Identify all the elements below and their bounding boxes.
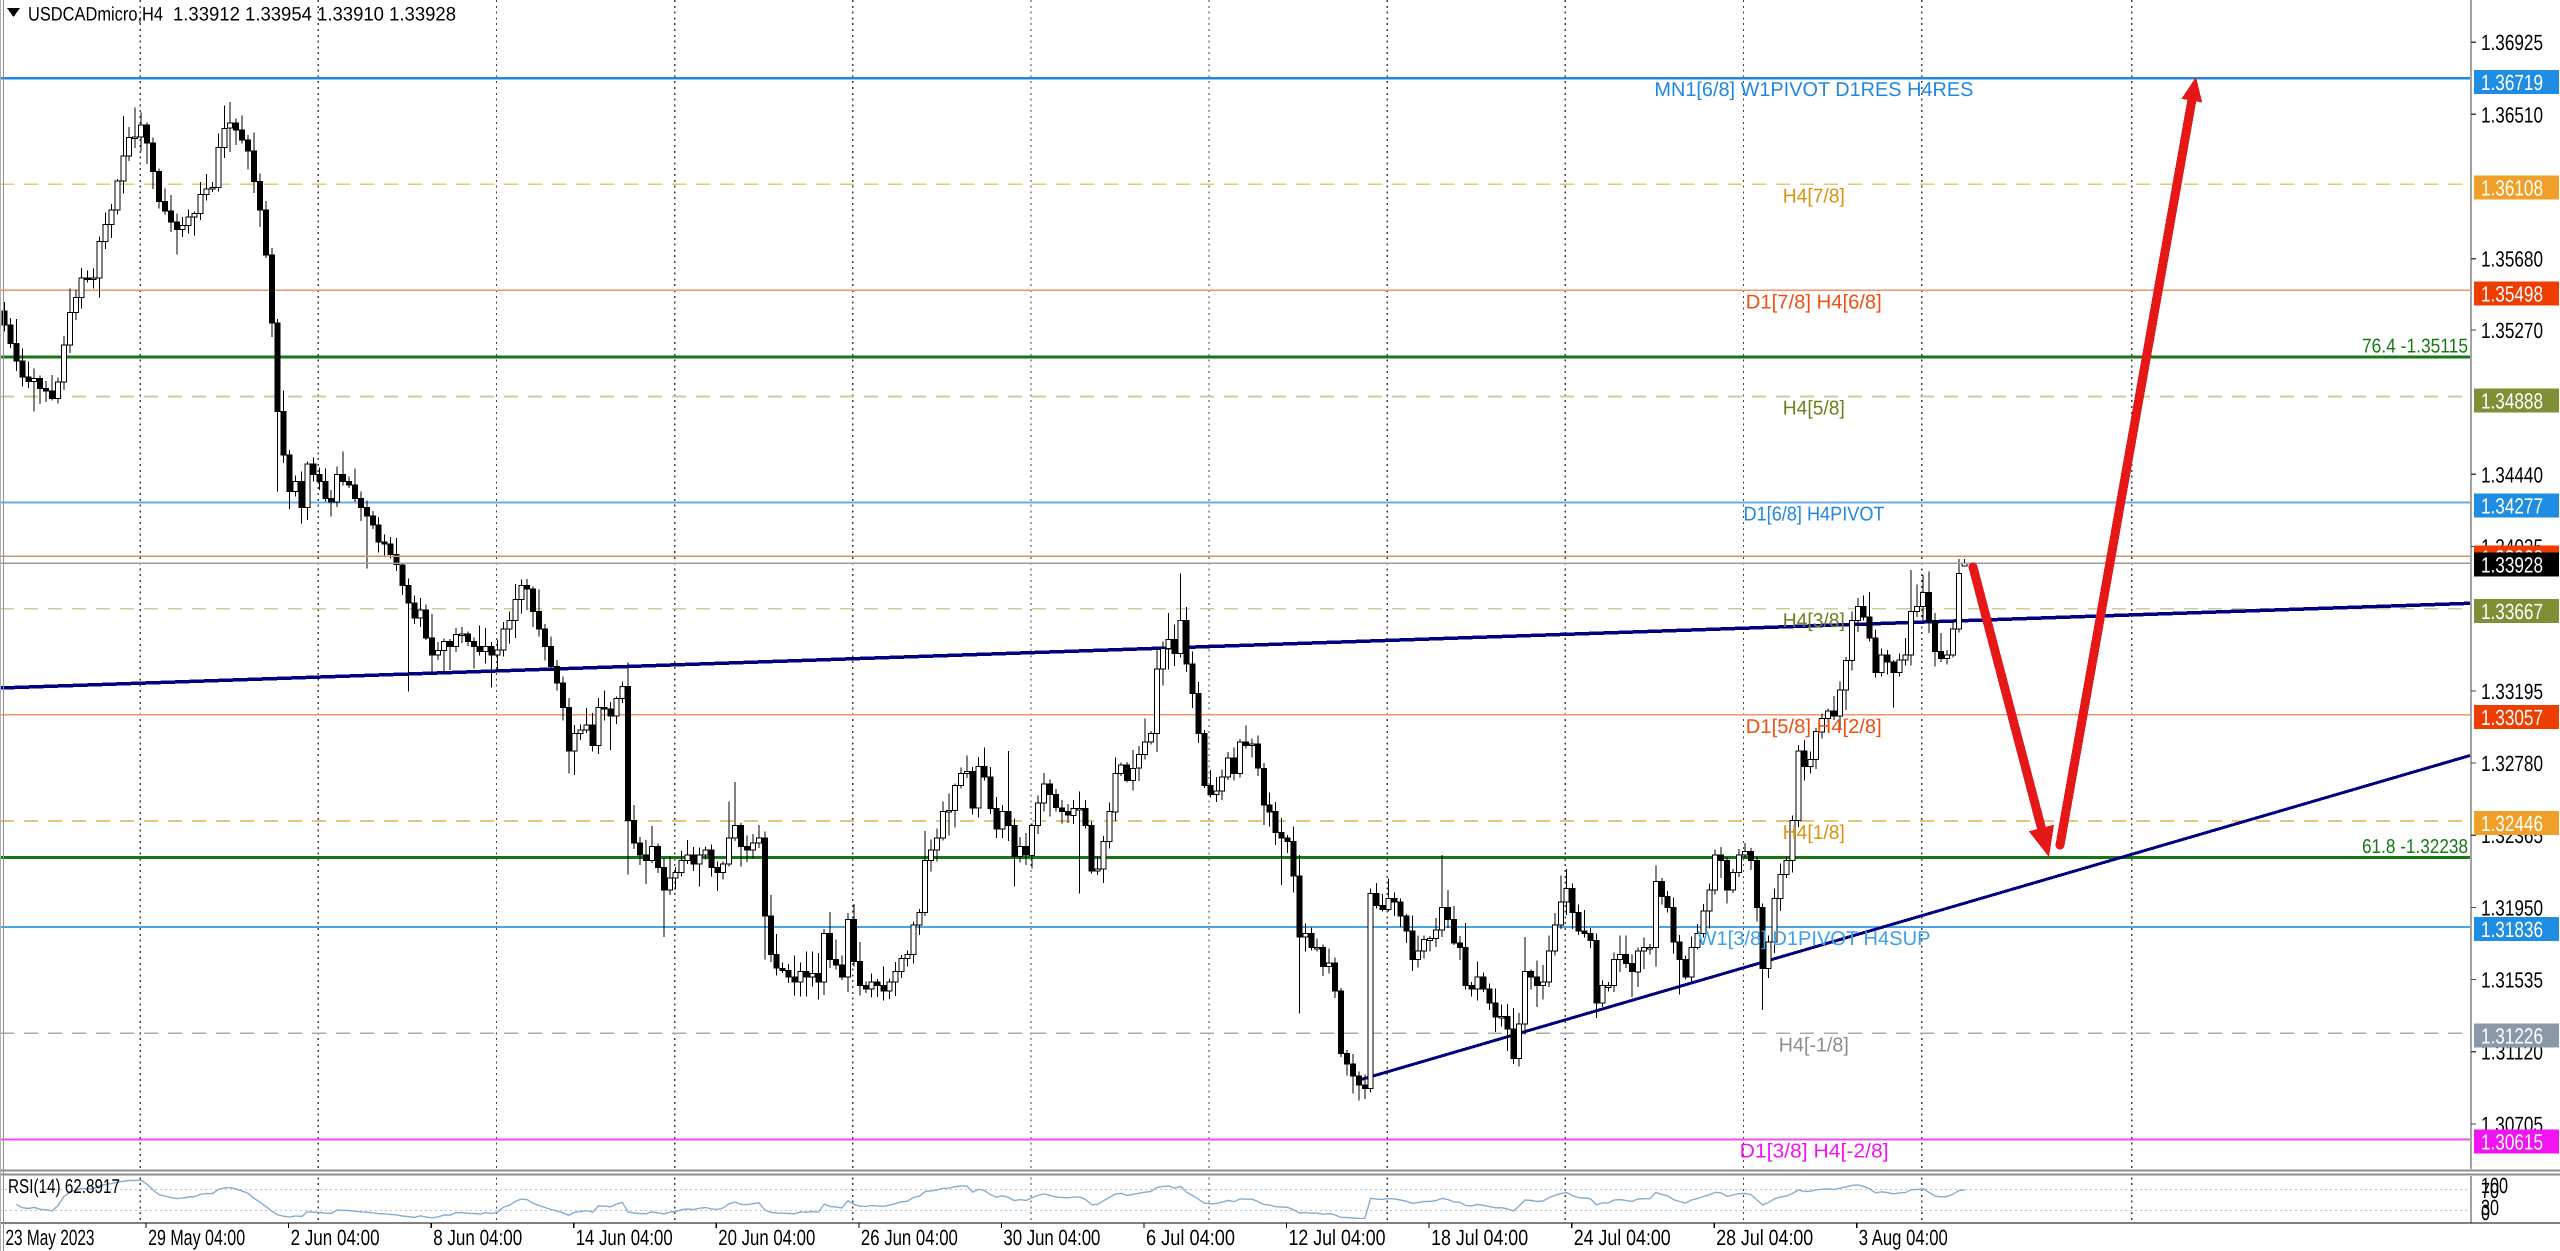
svg-text:1.31950: 1.31950 bbox=[2481, 895, 2543, 920]
svg-text:1.33928: 1.33928 bbox=[2481, 552, 2543, 577]
svg-text:18 Jul 04:00: 18 Jul 04:00 bbox=[1431, 1225, 1528, 1250]
svg-text:USDCADmicro,H4: USDCADmicro,H4 bbox=[28, 4, 163, 26]
svg-text:20 Jun 04:00: 20 Jun 04:00 bbox=[718, 1225, 815, 1250]
svg-text:1.35498: 1.35498 bbox=[2481, 281, 2543, 306]
svg-text:1.31226: 1.31226 bbox=[2481, 1023, 2543, 1048]
svg-text:RSI(14) 62.8917: RSI(14) 62.8917 bbox=[8, 1176, 120, 1198]
svg-text:H4[7/8]: H4[7/8] bbox=[1783, 185, 1845, 207]
svg-text:70: 70 bbox=[2481, 1178, 2499, 1203]
svg-text:H4[1/8]: H4[1/8] bbox=[1783, 822, 1845, 844]
svg-text:100: 100 bbox=[2481, 1173, 2508, 1198]
svg-text:24 Jul 04:00: 24 Jul 04:00 bbox=[1574, 1225, 1671, 1250]
svg-text:1.31535: 1.31535 bbox=[2481, 968, 2543, 993]
svg-text:1.36510: 1.36510 bbox=[2481, 102, 2543, 127]
svg-text:61.8 -1.32238: 61.8 -1.32238 bbox=[2362, 836, 2468, 858]
svg-text:1.34277: 1.34277 bbox=[2481, 494, 2543, 519]
svg-text:D1[6/8] H4PIVOT: D1[6/8] H4PIVOT bbox=[1744, 504, 1885, 526]
svg-text:1.32446: 1.32446 bbox=[2481, 811, 2543, 836]
svg-text:1.31836: 1.31836 bbox=[2481, 917, 2543, 942]
svg-text:1.33195: 1.33195 bbox=[2481, 679, 2543, 704]
svg-text:3 Aug 04:00: 3 Aug 04:00 bbox=[1859, 1225, 1948, 1250]
svg-text:2 Jun 04:00: 2 Jun 04:00 bbox=[291, 1225, 380, 1250]
svg-text:1.35270: 1.35270 bbox=[2481, 318, 2543, 343]
svg-text:1.36719: 1.36719 bbox=[2481, 70, 2543, 95]
svg-text:0: 0 bbox=[2481, 1200, 2490, 1225]
svg-text:12 Jul 04:00: 12 Jul 04:00 bbox=[1289, 1225, 1386, 1250]
svg-text:MN1[6/8] W1PIVOT D1RES H4RES: MN1[6/8] W1PIVOT D1RES H4RES bbox=[1654, 79, 1973, 101]
svg-text:14 Jun 04:00: 14 Jun 04:00 bbox=[576, 1225, 673, 1250]
svg-text:30: 30 bbox=[2481, 1195, 2499, 1220]
svg-text:D1[7/8] H4[6/8]: D1[7/8] H4[6/8] bbox=[1746, 291, 1882, 313]
svg-text:6 Jul 04:00: 6 Jul 04:00 bbox=[1146, 1225, 1235, 1250]
svg-text:30 Jun 04:00: 30 Jun 04:00 bbox=[1003, 1225, 1100, 1250]
svg-text:H4[3/8]: H4[3/8] bbox=[1783, 610, 1845, 632]
svg-text:H4[-1/8]: H4[-1/8] bbox=[1779, 1034, 1849, 1056]
svg-text:29 May 04:00: 29 May 04:00 bbox=[148, 1225, 245, 1250]
svg-text:D1[5/8] H4[2/8]: D1[5/8] H4[2/8] bbox=[1746, 716, 1882, 738]
svg-text:1.32780: 1.32780 bbox=[2481, 751, 2543, 776]
svg-text:1.34888: 1.34888 bbox=[2481, 388, 2543, 413]
svg-text:23 May 2023: 23 May 2023 bbox=[6, 1225, 95, 1250]
svg-text:26 Jun 04:00: 26 Jun 04:00 bbox=[861, 1225, 958, 1250]
svg-text:76.4 -1.35115: 76.4 -1.35115 bbox=[2362, 336, 2468, 358]
svg-text:1.36108: 1.36108 bbox=[2481, 175, 2543, 200]
svg-text:1.33912 1.33954 1.33910 1.3392: 1.33912 1.33954 1.33910 1.33928 bbox=[173, 4, 456, 26]
svg-text:H4[5/8]: H4[5/8] bbox=[1783, 397, 1845, 419]
svg-text:1.34440: 1.34440 bbox=[2481, 462, 2543, 487]
svg-text:1.35680: 1.35680 bbox=[2481, 247, 2543, 272]
svg-text:28 Jul 04:00: 28 Jul 04:00 bbox=[1716, 1225, 1813, 1250]
svg-text:1.33667: 1.33667 bbox=[2481, 599, 2543, 624]
svg-text:W1[3/8] D1PIVOT H4SUP: W1[3/8] D1PIVOT H4SUP bbox=[1698, 928, 1931, 950]
svg-text:1.33057: 1.33057 bbox=[2481, 705, 2543, 730]
svg-text:1.30615: 1.30615 bbox=[2481, 1130, 2543, 1155]
svg-text:1.36925: 1.36925 bbox=[2481, 30, 2543, 55]
svg-text:8 Jun 04:00: 8 Jun 04:00 bbox=[433, 1225, 522, 1250]
svg-text:D1[3/8] H4[-2/8]: D1[3/8] H4[-2/8] bbox=[1740, 1141, 1889, 1163]
